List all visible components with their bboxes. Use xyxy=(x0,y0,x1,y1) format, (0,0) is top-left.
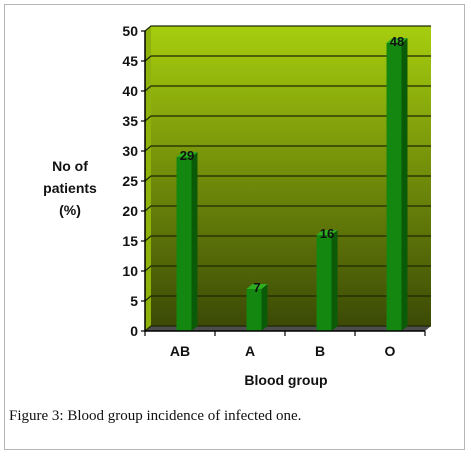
y-tick-label: 10 xyxy=(122,263,138,279)
figure-caption-label: Figure 3: xyxy=(9,408,64,424)
bar-front xyxy=(316,235,332,331)
bar-front xyxy=(176,157,192,331)
bar-top xyxy=(176,152,198,157)
figure-frame xyxy=(4,4,465,450)
x-tick-label: A xyxy=(245,343,255,359)
x-axis-label: Blood group xyxy=(244,372,327,388)
data-label: 48 xyxy=(390,34,404,49)
bar-top xyxy=(386,38,408,43)
gridline xyxy=(144,145,431,152)
data-labels: 29 7 16 48 xyxy=(180,34,404,295)
gridline xyxy=(144,235,431,242)
bars xyxy=(176,38,408,331)
y-tick-label: 35 xyxy=(122,113,138,129)
gridline xyxy=(144,295,431,302)
x-tick-label: O xyxy=(385,343,396,359)
x-tick-labels: AB A B O xyxy=(170,343,396,359)
y-tick-label: 30 xyxy=(122,143,138,159)
y-tick-label: 0 xyxy=(130,323,138,339)
gridline xyxy=(144,175,431,182)
gridline xyxy=(144,115,431,122)
y-tick-labels: 0 5 10 15 20 25 30 35 40 45 50 xyxy=(122,23,138,339)
y-tick-label: 5 xyxy=(130,293,138,309)
bar-side xyxy=(261,284,268,331)
figure-caption-text: Blood group incidence of infected one. xyxy=(63,408,302,424)
bar-side xyxy=(191,152,198,331)
gridline xyxy=(144,265,431,272)
bar-side xyxy=(331,230,338,331)
bar-front xyxy=(246,289,262,331)
x-tick-label: B xyxy=(315,343,325,359)
figure-caption: Figure 3: Blood group incidence of infec… xyxy=(9,408,301,425)
gridline xyxy=(144,85,431,92)
y-tick-label: 50 xyxy=(122,23,138,39)
gridline xyxy=(144,25,431,32)
x-tick-label: AB xyxy=(170,343,190,359)
y-axis-label: No of patients (%) xyxy=(43,158,97,218)
y-axis-label-line: No of xyxy=(52,158,88,174)
bar-side xyxy=(401,38,408,331)
bar-top xyxy=(246,284,268,289)
bar xyxy=(246,284,268,331)
data-label: 7 xyxy=(253,280,260,295)
y-tick-label: 20 xyxy=(122,203,138,219)
bar xyxy=(386,38,408,331)
y-tick-label: 15 xyxy=(122,233,138,249)
y-axis-label-line: (%) xyxy=(59,202,81,218)
y-tick-label: 45 xyxy=(122,53,138,69)
bar xyxy=(316,230,338,331)
gridline xyxy=(144,205,431,212)
gridline xyxy=(144,55,431,62)
data-label: 29 xyxy=(180,148,194,163)
bar-top xyxy=(316,230,338,235)
bar-front xyxy=(386,43,402,331)
y-tick-label: 40 xyxy=(122,83,138,99)
y-axis-label-line: patients xyxy=(43,180,97,196)
data-label: 16 xyxy=(320,226,334,241)
gridlines xyxy=(144,25,431,332)
y-tick-label: 25 xyxy=(122,173,138,189)
gridline xyxy=(144,325,431,332)
plot-floor xyxy=(145,326,431,331)
axes xyxy=(141,30,426,336)
bar xyxy=(176,152,198,331)
